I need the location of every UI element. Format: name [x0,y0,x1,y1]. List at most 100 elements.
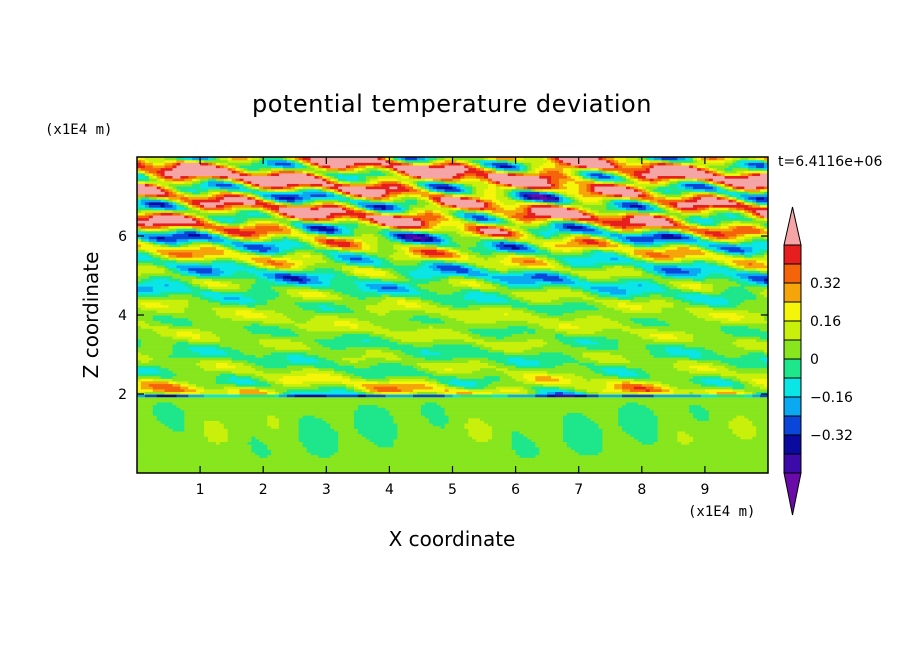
contour-cell [744,185,757,190]
contour-cell [255,201,268,205]
contour-cell [290,359,320,363]
contour-cell [310,159,387,163]
contour-cell [137,267,166,271]
contour-cell [290,162,296,166]
contour-cell [180,383,189,387]
contour-cell [349,293,383,298]
contour-cell [590,236,600,240]
contour-cell [487,214,493,219]
contour-cell [405,159,430,163]
contour-cell [669,220,674,224]
contour-cell [649,372,722,377]
contour-cell [251,436,256,440]
contour-cell [578,362,596,366]
contour-cell [137,454,260,458]
contour-cell [693,159,698,163]
contour-cell [385,333,469,337]
contour-cell [626,159,643,163]
contour-cell [286,188,296,192]
contour-cell [417,233,426,237]
contour-cell [389,328,418,332]
contour-cell [192,251,225,256]
contour-cell [637,175,647,179]
contour-cell [582,286,592,290]
contour-cell [420,254,430,258]
contour-cell [405,351,422,356]
colorbar-label: 0 [810,352,819,368]
contour-cell [712,288,726,292]
contour-cell [172,191,178,195]
contour-cell [137,388,154,392]
contour-cell [385,188,410,192]
contour-cell [349,207,355,211]
contour-cell [219,343,264,348]
contour-cell [468,246,489,250]
contour-cell [357,207,363,211]
contour-cell [570,288,584,292]
contour-cell [452,254,461,258]
contour-cell [456,241,477,245]
contour-cell [456,204,485,208]
contour-cell [271,238,284,242]
contour-cell [523,162,532,166]
contour-cell [168,185,174,190]
contour-cell [314,243,323,248]
contour-cell [700,243,710,248]
contour-cell [215,157,221,161]
contour-cell [310,243,316,248]
contour-cell [338,243,351,248]
contour-cell [417,328,454,332]
contour-cell [255,196,260,200]
contour-cell [361,354,398,358]
contour-cell [645,204,651,208]
contour-cell [685,233,690,237]
contour-cell [247,220,256,224]
contour-cell [267,299,383,303]
contour-cell [357,214,367,219]
contour-cell [168,225,193,229]
contour-cell [503,241,517,245]
contour-cell [748,278,753,282]
contour-cell [144,391,166,395]
contour-cell [543,325,560,329]
contour-cell [227,351,245,356]
contour-cell [432,325,509,329]
contour-cell [263,193,272,198]
contour-cell [144,157,166,161]
contour-cell [657,433,678,437]
contour-cell [543,188,580,192]
contour-cell [247,359,292,363]
contour-cell [357,283,367,287]
contour-cell [551,262,560,266]
contour-cell [263,157,284,161]
contour-cell [712,209,734,213]
contour-cell [247,170,268,174]
contour-cell [629,196,643,200]
contour-cell [460,191,473,195]
contour-cell [196,362,217,366]
contour-cell [464,386,485,390]
contour-cell [144,230,170,234]
contour-cell [756,280,765,284]
contour-cell [558,199,564,203]
contour-cell [602,328,623,332]
contour-cell [748,175,768,179]
contour-cell [527,338,544,342]
contour-cell [760,225,765,229]
contour-cell [756,217,765,221]
contour-cell [452,183,461,187]
contour-cell [673,257,682,261]
contour-cell [417,199,426,203]
contour-cell [239,167,245,171]
contour-cell [602,191,643,195]
contour-cell [219,336,335,340]
contour-cell [334,320,351,324]
contour-cell [665,180,670,184]
contour-cell [641,322,671,327]
contour-cell [535,309,576,313]
contour-cell [346,388,355,392]
contour-cell [342,259,351,263]
contour-cell [436,291,454,295]
colorbar-box [783,358,802,379]
